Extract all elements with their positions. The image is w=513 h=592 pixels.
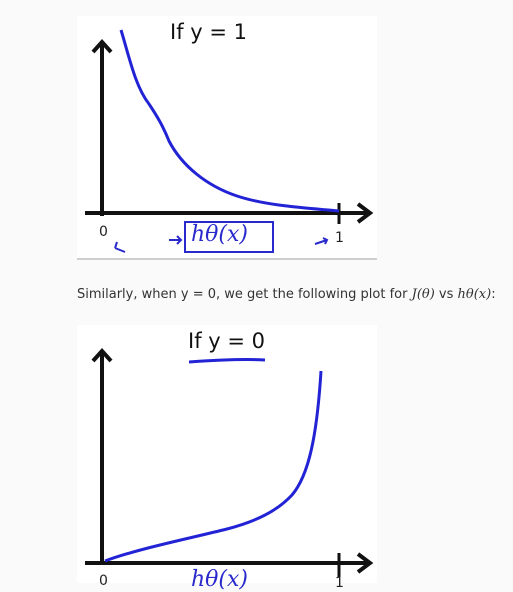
pen-arrow-middle <box>169 235 183 245</box>
caption-prefix: Similarly, when y = 0, we get the follow… <box>77 287 412 302</box>
cost-plot-y1: If y = 1 0 1 hθ(x) <box>77 16 377 260</box>
pen-arrow-left <box>114 241 126 253</box>
x-axis-arrow <box>356 202 374 224</box>
cost-curve <box>104 370 323 563</box>
caption-text: Similarly, when y = 0, we get the follow… <box>77 287 496 302</box>
x-tick-label-zero: 0 <box>99 573 108 589</box>
x-axis-annotation: hθ(x) <box>191 222 248 247</box>
cost-plot-y0-drawing <box>85 348 374 577</box>
cost-plot-y1-drawing <box>85 29 374 253</box>
caption-suffix: : <box>491 287 496 302</box>
plot-title: If y = 1 <box>170 20 247 44</box>
x-axis-annotation: hθ(x) <box>191 567 248 592</box>
title-underline <box>188 358 266 364</box>
pen-arrow-right <box>314 237 329 245</box>
x-tick-label-one: 1 <box>335 575 344 591</box>
x-axis-arrow <box>356 552 374 574</box>
annotation-box <box>184 221 274 253</box>
caption-j-theta: J(θ) <box>411 287 435 302</box>
x-tick-label-zero: 0 <box>99 224 108 240</box>
cost-curve <box>119 29 340 213</box>
x-tick-label-one: 1 <box>335 230 344 246</box>
y-axis-arrow <box>91 39 113 54</box>
plot-title: If y = 0 <box>188 329 265 353</box>
caption-vs: vs <box>434 287 458 302</box>
cost-plot-y0: If y = 0 0 1 hθ(x) <box>77 325 377 592</box>
y-axis-arrow <box>91 348 113 363</box>
caption-h-theta: hθ(x) <box>457 287 492 302</box>
